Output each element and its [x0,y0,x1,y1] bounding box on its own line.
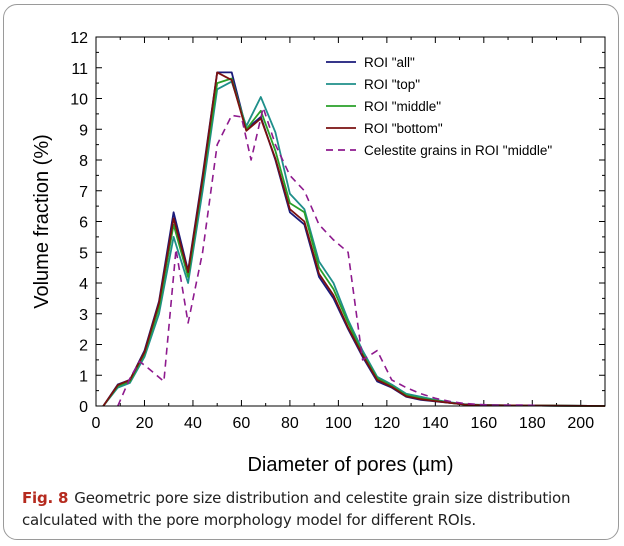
x-tick-label: 160 [470,415,497,432]
legend-label: ROI "all" [364,55,415,70]
series-line-4 [102,71,606,407]
x-tick-label: 180 [519,415,546,432]
legend-label: ROI "bottom" [364,121,443,136]
y-tick-label: 4 [79,276,88,293]
caption-label: Fig. 8 [22,489,69,507]
x-tick-label: 60 [233,415,251,432]
figure-caption: Fig. 8 Geometric pore size distribution a… [22,487,612,531]
y-tick-label: 5 [79,245,88,262]
legend-label: ROI "top" [364,77,420,92]
y-tick-label: 10 [70,92,88,109]
y-tick-label: 6 [79,215,88,232]
plot-area [95,36,606,407]
y-tick-label: 7 [79,184,88,201]
legend: ROI "all" ROI "top" ROI "middle" ROI "botto… [326,55,552,158]
x-tick-label: 80 [281,415,299,432]
y-tick-label: 1 [79,368,88,385]
x-tick-label: 100 [325,415,352,432]
x-tick-label: 20 [136,415,154,432]
volume-fraction-chart: 0 20 40 60 80 100 120 140 160 180 2000123456789101… [31,30,606,476]
x-tick-label: 120 [374,415,401,432]
y-tick-label: 3 [79,307,88,324]
y-tick-label: 0 [79,399,88,416]
legend-label: Celestite grains in ROI "middle" [364,143,552,158]
caption-text: Geometric pore size distribution and cel… [22,489,571,529]
series-line-5 [117,106,538,407]
legend-label: ROI "middle" [364,99,441,114]
y-axis-label: Volume fraction (%) [31,134,53,309]
y-tick-label: 8 [79,153,88,170]
figure-frame [3,4,619,540]
x-tick-label: 200 [567,415,594,432]
x-tick-label: 40 [184,415,202,432]
y-tick-label: 12 [70,30,88,47]
x-tick-label: 140 [422,415,449,432]
y-tick-label: 2 [79,338,88,355]
x-tick-label: 0 [92,415,101,432]
x-axis-label: Diameter of pores (µm) [247,454,453,476]
y-tick-label: 11 [71,61,88,78]
y-tick-label: 9 [79,122,88,139]
